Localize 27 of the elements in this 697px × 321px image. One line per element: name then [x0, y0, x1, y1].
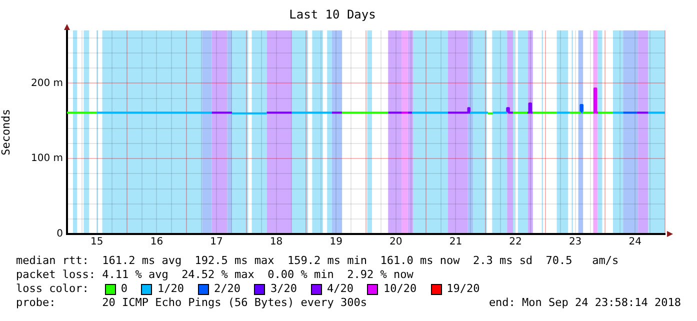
x-tick-label: 23 [568, 236, 582, 248]
y-axis-title: Seconds [0, 109, 12, 156]
chart-title: Last 10 Days [289, 7, 376, 22]
x-tick-label: 17 [210, 236, 223, 248]
legend-label: 2/20 [214, 282, 240, 296]
x-tick-label: 16 [150, 236, 164, 248]
legend-label: 19/20 [446, 282, 480, 296]
x-tick-label: 15 [90, 236, 104, 248]
legend-label: 1/20 [157, 282, 184, 296]
legend-label: 3/20 [270, 282, 297, 296]
text: median rtt: 161.2 ms avg 192.5 ms max 159.2 ms min 161.0 ms now 2.3 ms sd 70.5 am/s [16, 254, 620, 268]
y-tick-label: 200 m [30, 78, 63, 89]
legend-title: loss color: [16, 282, 89, 296]
y-tick-label: 0 [56, 228, 63, 240]
x-tick-label: 20 [390, 236, 402, 248]
text: probe: 20 ICMP Echo Pings (56 Bytes) every 300s [16, 296, 367, 310]
x-tick-label: 21 [449, 236, 462, 248]
legend-label: 0 [120, 282, 128, 296]
legend-label: 4/20 [326, 282, 354, 296]
x-tick-label: 22 [509, 236, 522, 248]
text: packet loss: 4.11 % avg 24.52 % max 0.00 % min 2.92 % now [16, 268, 414, 282]
x-tick-label: 19 [330, 236, 342, 248]
text: end: Mon Sep 24 23:58:14 2018 [488, 296, 681, 310]
legend-label: 10/20 [383, 282, 417, 296]
x-tick-label: 18 [270, 236, 283, 248]
x-tick-label: 24 [628, 236, 642, 248]
y-tick-label: 100 m [30, 153, 63, 164]
